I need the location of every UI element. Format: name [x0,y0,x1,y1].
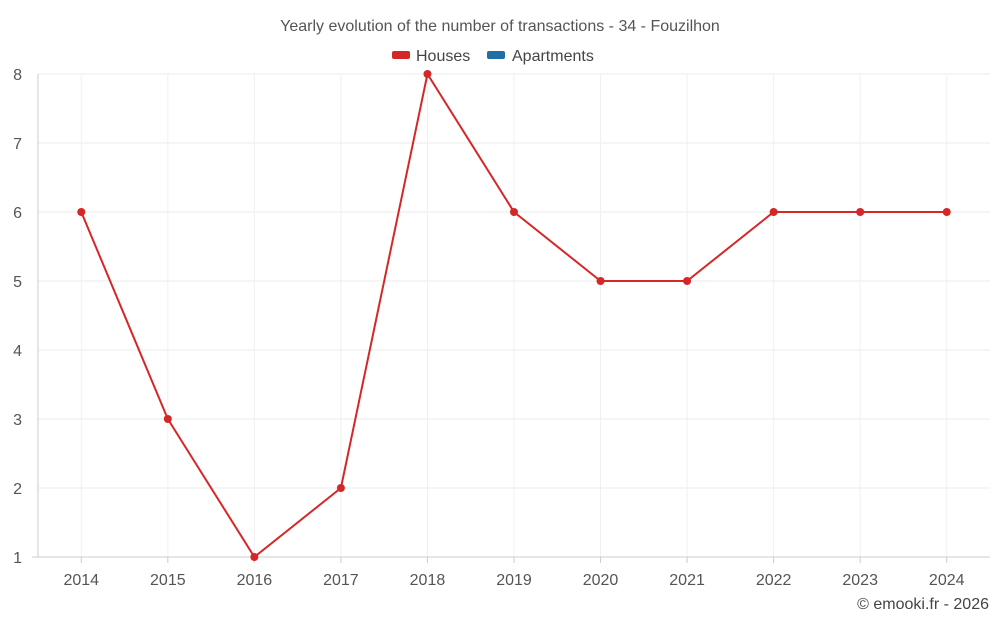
x-tick-label: 2016 [237,572,273,589]
y-tick-label: 7 [13,136,22,153]
data-point[interactable] [77,208,86,216]
y-tick-label: 1 [13,550,22,567]
legend-item-houses[interactable]: Houses [392,48,470,65]
data-point[interactable] [596,277,605,285]
y-tick-label: 8 [13,67,22,84]
axes [32,74,990,558]
x-tick-label: 2018 [410,572,446,589]
x-tick-label: 2021 [669,572,705,589]
data-point[interactable] [683,277,692,285]
y-axis-ticks: 1 2 3 4 5 6 7 8 [13,67,22,567]
y-tick-label: 3 [13,412,22,429]
chart-title: Yearly evolution of the number of transa… [280,18,720,35]
data-point[interactable] [942,208,951,216]
y-tick-label: 6 [13,205,22,222]
legend-label-apartments: Apartments [512,48,594,65]
x-tick-label: 2020 [583,572,619,589]
legend-label-houses: Houses [416,48,470,65]
data-point[interactable] [250,553,259,561]
x-tick-label: 2023 [842,572,878,589]
x-tick-label: 2014 [63,572,99,589]
legend-swatch-apartments [487,51,505,59]
x-tick-label: 2015 [150,572,186,589]
y-tick-label: 5 [13,274,22,291]
data-point[interactable] [423,70,432,78]
x-tick-label: 2022 [756,572,792,589]
x-axis-ticks: 2014 2015 2016 2017 2018 2019 2020 2021 2022 2023… [63,557,965,589]
legend: Houses Apartments [392,48,594,65]
data-point[interactable] [336,484,345,492]
x-tick-label: 2017 [323,572,359,589]
data-point[interactable] [163,415,172,423]
data-point[interactable] [510,208,518,216]
credit-text: © emooki.fr - 2026 [857,596,989,613]
x-tick-label: 2019 [496,572,532,589]
legend-item-apartments[interactable]: Apartments [487,48,594,65]
data-point[interactable] [769,208,778,216]
x-tick-label: 2024 [929,572,965,589]
grid [38,73,990,557]
legend-swatch-houses [392,51,410,59]
series-houses [77,70,951,561]
data-point[interactable] [856,208,865,216]
y-tick-label: 4 [13,343,22,360]
y-tick-label: 2 [13,481,22,498]
